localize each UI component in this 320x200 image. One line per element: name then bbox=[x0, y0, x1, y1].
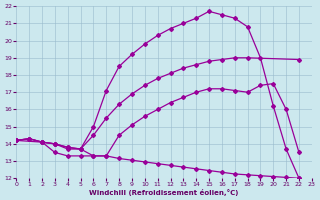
X-axis label: Windchill (Refroidissement éolien,°C): Windchill (Refroidissement éolien,°C) bbox=[89, 189, 239, 196]
